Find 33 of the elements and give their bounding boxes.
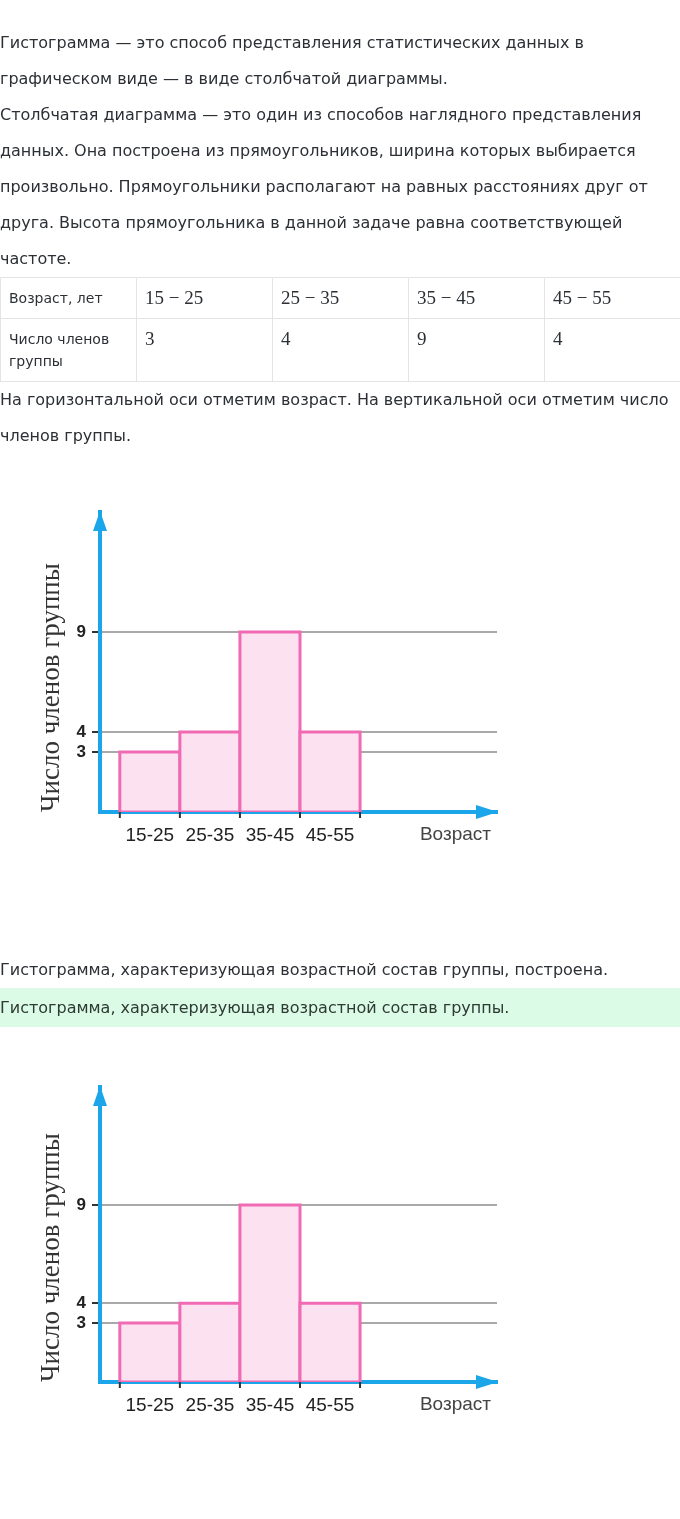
text: Возраст, лет xyxy=(0,277,137,319)
x-tick-label: 35-45 xyxy=(245,1393,295,1415)
category-label: 35 − 45 xyxy=(408,277,545,319)
data-label: 4 xyxy=(272,318,409,382)
x-axis-title: Возраст xyxy=(419,823,492,845)
chart-title: Гистограмма, характеризующая возрастной состав группы. xyxy=(0,988,680,1027)
category-label: 25 − 35 xyxy=(272,277,409,319)
y-tick-label: 4 xyxy=(76,721,87,741)
data-label: 4 xyxy=(544,318,680,382)
x-tick-label: 25-35 xyxy=(185,823,235,845)
x-tick-label: 35-45 xyxy=(245,823,295,845)
chart-title: На горизонтальной оси отметим возраст. На вертикальной оси отметим число членов группы. xyxy=(0,389,670,447)
text: Гистограмма, характеризующая возрастной состав группы, построена. xyxy=(0,959,610,981)
text: Число членов группы xyxy=(0,318,137,382)
x-tick-label: 45-55 xyxy=(305,823,355,845)
y-tick-label: 3 xyxy=(76,1312,86,1332)
y-tick-label: 4 xyxy=(76,1293,87,1313)
y-axis-title: Число членов группы xyxy=(35,563,66,812)
x-tick-label: 15-25 xyxy=(125,1393,175,1415)
y-axis-title: Число членов группы xyxy=(35,1133,66,1382)
x-axis-title: Возраст xyxy=(419,1393,492,1415)
data-label: 9 xyxy=(408,318,545,382)
x-tick-label: 15-25 xyxy=(125,823,175,845)
category-label: 45 − 55 xyxy=(544,277,680,319)
y-tick-label: 9 xyxy=(76,1194,86,1214)
x-tick-label: 25-35 xyxy=(185,1393,235,1415)
text: Столбчатая диаграмма — это один из способов наглядного представления данных. Она построена из прямоугольников, ширина которых выбирается произвольно. Прямоугольники располагают на равных расстояниях друг от друга. Высота прямоугольника в данной задаче равна соответствующей частоте. xyxy=(0,104,649,270)
y-tick-label: 9 xyxy=(76,621,86,641)
y-tick-label: 3 xyxy=(76,741,86,761)
data-label: 3 xyxy=(136,318,273,382)
text: Гистограмма — это способ представления статистических данных в графическом виде — в виде столбчатой диаграммы. xyxy=(0,32,585,90)
x-tick-label: 45-55 xyxy=(305,1393,355,1415)
category-label: 15 − 25 xyxy=(136,277,273,319)
